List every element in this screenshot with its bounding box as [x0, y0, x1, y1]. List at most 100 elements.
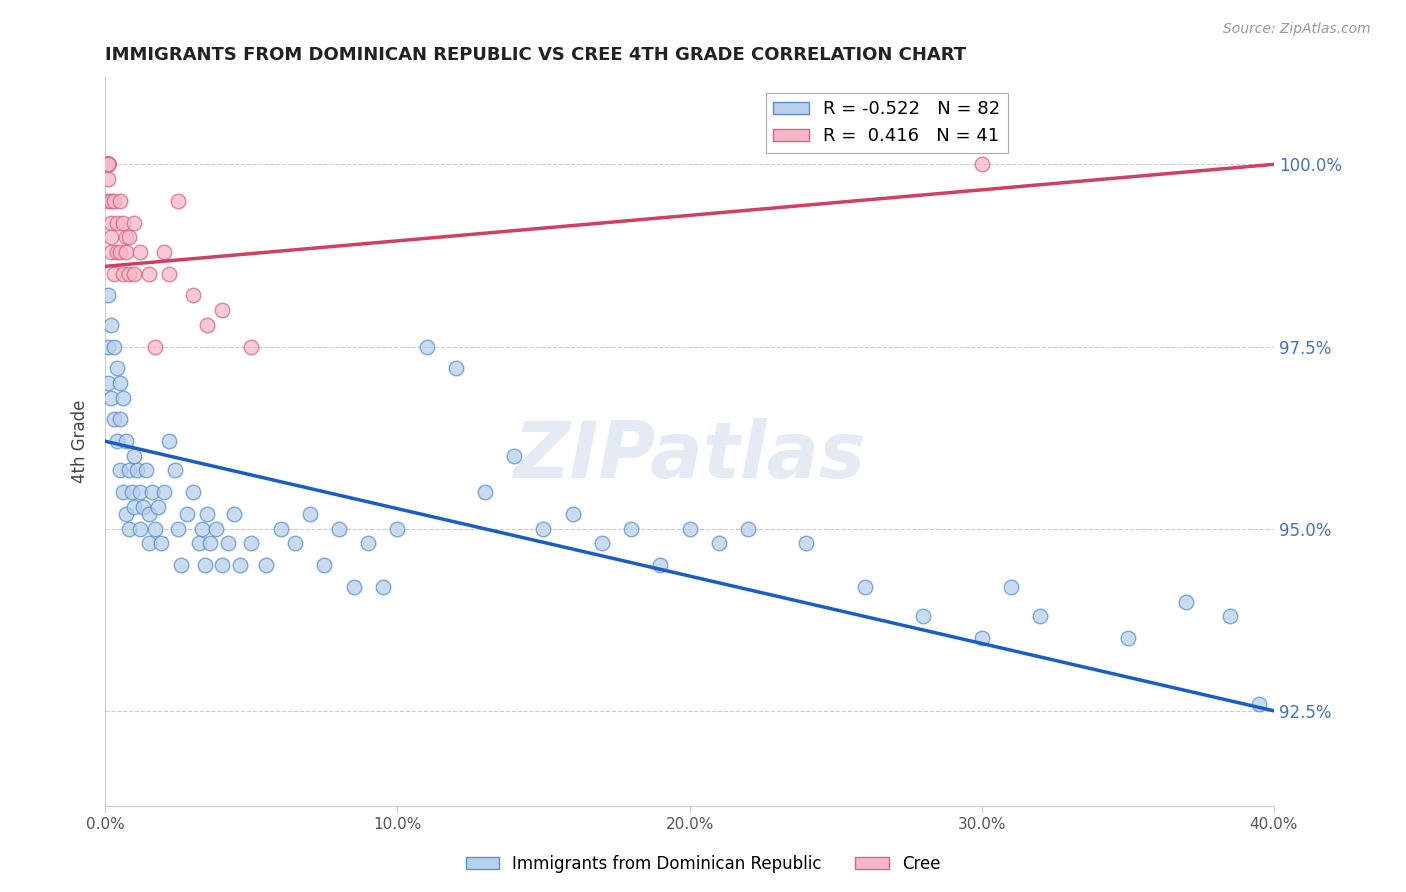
Point — [240, 339, 263, 353]
Point — [1175, 594, 1198, 608]
Point — [620, 522, 643, 536]
Point — [328, 522, 350, 536]
Point — [100, 244, 122, 259]
Point — [176, 507, 198, 521]
Point — [135, 463, 157, 477]
Point — [114, 507, 136, 521]
Point — [105, 244, 128, 259]
Text: Source: ZipAtlas.com: Source: ZipAtlas.com — [1223, 22, 1371, 37]
Point — [159, 434, 181, 449]
Point — [561, 507, 583, 521]
Point — [97, 157, 120, 171]
Point — [114, 434, 136, 449]
Point — [371, 580, 394, 594]
Point — [240, 536, 263, 550]
Point — [970, 631, 993, 645]
Point — [152, 485, 174, 500]
Point — [200, 536, 222, 550]
Text: IMMIGRANTS FROM DOMINICAN REPUBLIC VS CREE 4TH GRADE CORRELATION CHART: IMMIGRANTS FROM DOMINICAN REPUBLIC VS CR… — [105, 46, 966, 64]
Point — [108, 194, 131, 208]
Point — [217, 536, 239, 550]
Point — [737, 522, 759, 536]
Point — [108, 463, 131, 477]
Point — [187, 536, 209, 550]
Point — [170, 558, 193, 573]
Point — [117, 522, 139, 536]
Point — [129, 244, 152, 259]
Point — [1219, 609, 1241, 624]
Point — [121, 485, 143, 500]
Point — [138, 267, 160, 281]
Point — [103, 194, 125, 208]
Point — [103, 339, 125, 353]
Point — [197, 318, 219, 332]
Point — [254, 558, 277, 573]
Point — [152, 244, 174, 259]
Point — [97, 157, 120, 171]
Point — [415, 339, 437, 353]
Point — [97, 376, 120, 390]
Point — [100, 230, 122, 244]
Point — [193, 558, 215, 573]
Point — [100, 318, 122, 332]
Point — [342, 580, 364, 594]
Point — [591, 536, 613, 550]
Point — [1000, 580, 1022, 594]
Point — [211, 303, 233, 318]
Point — [97, 157, 120, 171]
Point — [108, 244, 131, 259]
Point — [357, 536, 380, 550]
Point — [117, 267, 139, 281]
Point — [97, 288, 120, 302]
Point — [111, 485, 134, 500]
Point — [284, 536, 307, 550]
Point — [167, 194, 190, 208]
Point — [105, 216, 128, 230]
Point — [159, 267, 181, 281]
Point — [127, 463, 149, 477]
Point — [912, 609, 935, 624]
Point — [124, 216, 146, 230]
Y-axis label: 4th Grade: 4th Grade — [72, 400, 89, 483]
Point — [138, 536, 160, 550]
Point — [124, 500, 146, 514]
Point — [108, 376, 131, 390]
Point — [678, 522, 700, 536]
Point — [1029, 609, 1052, 624]
Point — [124, 267, 146, 281]
Point — [650, 558, 672, 573]
Point — [132, 500, 155, 514]
Point — [97, 157, 120, 171]
Point — [503, 449, 526, 463]
Point — [97, 339, 120, 353]
Point — [222, 507, 245, 521]
Point — [444, 361, 467, 376]
Point — [97, 157, 120, 171]
Point — [111, 391, 134, 405]
Point — [100, 216, 122, 230]
Point — [143, 522, 166, 536]
Point — [100, 194, 122, 208]
Point — [100, 391, 122, 405]
Point — [1249, 697, 1271, 711]
Point — [117, 230, 139, 244]
Text: ZIPatlas: ZIPatlas — [513, 417, 866, 494]
Point — [97, 172, 120, 186]
Point — [97, 157, 120, 171]
Point — [205, 522, 228, 536]
Point — [117, 463, 139, 477]
Point — [111, 216, 134, 230]
Legend: Immigrants from Dominican Republic, Cree: Immigrants from Dominican Republic, Cree — [458, 848, 948, 880]
Point — [143, 339, 166, 353]
Point — [1116, 631, 1139, 645]
Point — [103, 412, 125, 426]
Point — [314, 558, 336, 573]
Point — [298, 507, 321, 521]
Point — [853, 580, 876, 594]
Point — [190, 522, 212, 536]
Point — [796, 536, 818, 550]
Point — [111, 267, 134, 281]
Point — [165, 463, 187, 477]
Point — [270, 522, 292, 536]
Point — [124, 449, 146, 463]
